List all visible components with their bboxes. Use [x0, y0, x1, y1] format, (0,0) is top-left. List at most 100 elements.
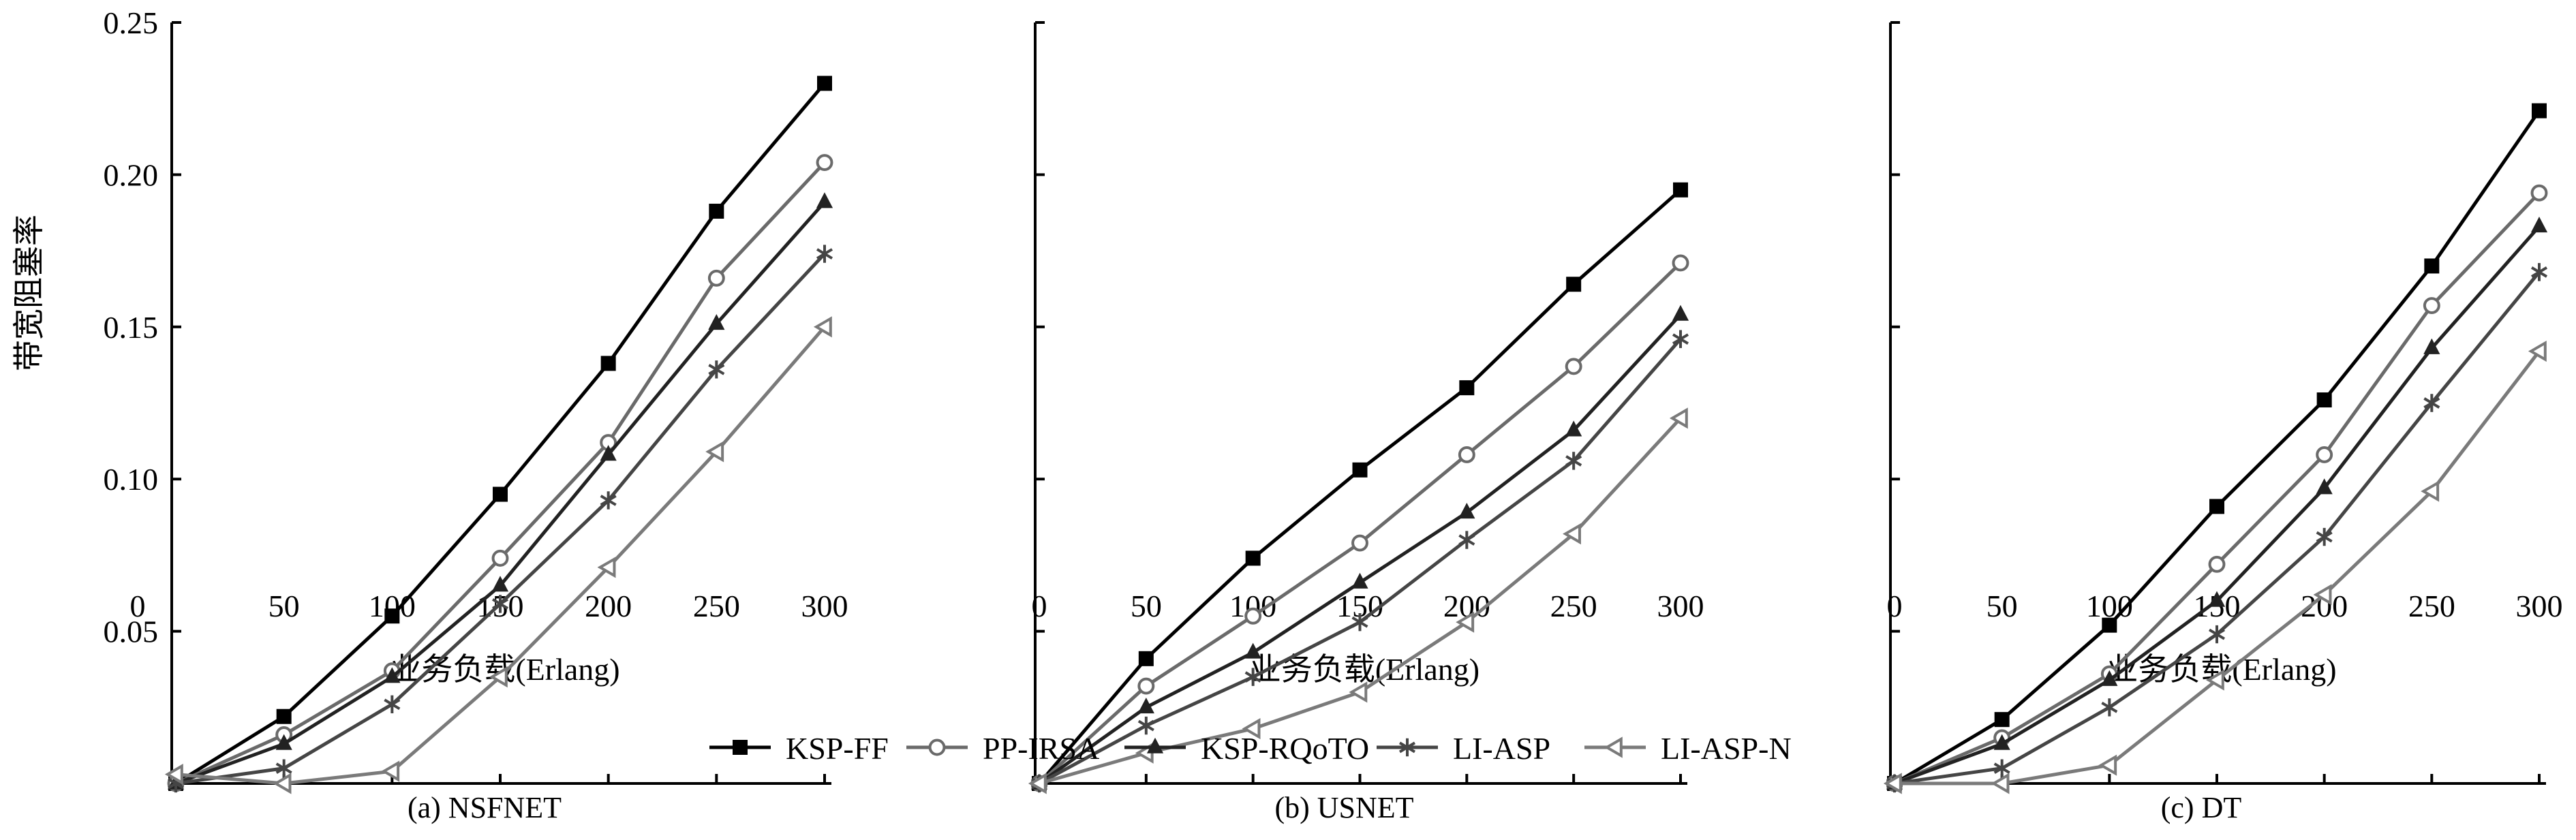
series-pp-irsa [1886, 184, 2548, 792]
marker-triangle-left [1456, 611, 1475, 633]
series-ksp-ff [1032, 182, 1688, 791]
x-tick-label: 200 [585, 589, 632, 623]
legend-label: KSP-RQoTO [1201, 731, 1369, 766]
legend: KSP-FF PP-IRSA KSP-RQoTO LI-ASP LI-ASP-N [709, 731, 1792, 766]
marker-square [2209, 499, 2224, 514]
marker-asterisk [1993, 759, 2010, 777]
series-li-asp [1030, 330, 1689, 793]
panel-caption: (b) USNET [1274, 791, 1413, 824]
marker-circle [816, 154, 833, 171]
marker-circle [1672, 254, 1689, 272]
marker-asterisk [600, 491, 617, 510]
chart-panel-1: 0.050.100.150.200.25050100150200250300业务… [104, 5, 848, 824]
marker-triangle [1244, 642, 1261, 659]
x-tick-label: 50 [269, 589, 300, 623]
marker-triangle-left [705, 441, 724, 463]
legend-item: KSP-FF [709, 731, 889, 766]
series-pp-irsa [1030, 254, 1689, 792]
marker-circle [1458, 446, 1475, 463]
marker-circle [491, 549, 509, 567]
x-tick-label: 0 [130, 589, 146, 623]
marker-asterisk [2530, 263, 2548, 281]
marker-triangle-left [2313, 584, 2332, 606]
series-line [175, 252, 826, 785]
marker-asterisk [2208, 625, 2226, 644]
y-tick-label: 0.15 [104, 310, 159, 345]
marker-square [600, 356, 616, 371]
legend-item: KSP-RQoTO [1124, 731, 1369, 766]
marker-triangle [816, 192, 833, 208]
marker-square [817, 76, 832, 91]
legend-label: PP-IRSA [983, 731, 1099, 766]
marker-circle [2208, 555, 2226, 573]
marker-square [2532, 103, 2547, 119]
series-line [1894, 191, 2541, 785]
marker-triangle-left [1883, 773, 1902, 794]
marker-square [1994, 712, 2010, 728]
legend-item: PP-IRSA [906, 731, 1099, 766]
x-tick-label: 0 [1032, 589, 1047, 623]
marker-square [709, 204, 724, 219]
series-ksp-ff [1887, 103, 2547, 791]
marker-triangle [600, 445, 617, 461]
marker-triangle-left [1028, 773, 1047, 794]
marker-triangle [275, 734, 292, 750]
series-li-asp [167, 245, 833, 793]
marker-triangle [384, 667, 401, 683]
marker-triangle-left [1563, 523, 1581, 545]
x-tick-label: 300 [2516, 589, 2563, 623]
marker-triangle [1458, 503, 1475, 519]
marker-square [1459, 380, 1475, 396]
marker-triangle [2530, 217, 2548, 233]
marker-circle [2530, 184, 2548, 202]
marker-asterisk [816, 245, 833, 263]
marker-circle [1351, 534, 1368, 552]
marker-triangle [1672, 305, 1689, 321]
marker-triangle-left [489, 666, 508, 688]
series-line [1894, 270, 2541, 785]
marker-asterisk [384, 695, 401, 714]
marker-triangle [491, 576, 509, 592]
marker-triangle [1993, 734, 2010, 750]
marker-circle [2316, 446, 2333, 463]
marker-triangle-left [381, 760, 400, 782]
marker-triangle [1351, 572, 1368, 589]
marker-asterisk [1672, 330, 1689, 348]
marker-triangle [2208, 591, 2226, 607]
marker-square [2424, 258, 2440, 274]
marker-square [1138, 651, 1154, 666]
marker-square [733, 740, 748, 755]
x-tick-label: 250 [2408, 589, 2455, 623]
marker-circle [1244, 607, 1262, 625]
marker-triangle [1137, 698, 1154, 714]
marker-asterisk [1565, 452, 1582, 470]
panel-caption: (a) NSFNET [408, 791, 562, 824]
series-li-asp-n [164, 316, 832, 794]
marker-triangle [708, 314, 725, 330]
marker-triangle [2423, 338, 2440, 354]
y-tick-label: 0.10 [104, 462, 159, 497]
marker-asterisk [2423, 394, 2440, 412]
x-tick-label: 300 [801, 589, 848, 623]
marker-asterisk [2101, 698, 2118, 717]
marker-triangle-left [2098, 754, 2117, 776]
marker-triangle [2316, 478, 2333, 495]
panel-caption: (c) DT [2161, 791, 2242, 824]
marker-asterisk [491, 595, 509, 613]
legend-label: LI-ASP-N [1661, 731, 1792, 766]
legend-label: KSP-FF [786, 731, 889, 766]
marker-circle [2423, 297, 2440, 314]
y-tick-label: 0.05 [104, 615, 159, 649]
marker-asterisk [1398, 738, 1416, 757]
legend-item: LI-ASP [1377, 731, 1550, 766]
marker-square [2316, 392, 2332, 408]
marker-circle [1565, 358, 1582, 375]
series-li-asp-n [1883, 340, 2547, 794]
marker-triangle-left [597, 557, 616, 578]
marker-triangle-left [2205, 669, 2224, 691]
marker-asterisk [1137, 716, 1154, 735]
marker-square [1673, 182, 1688, 198]
